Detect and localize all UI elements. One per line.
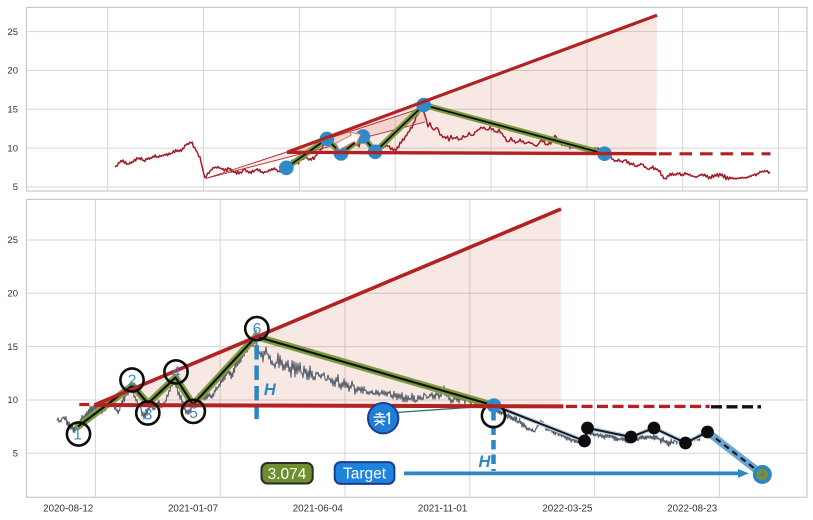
svg-text:15: 15 [7,105,18,116]
svg-text:20: 20 [7,289,18,300]
svg-text:2022-03-25: 2022-03-25 [542,504,593,515]
svg-text:3: 3 [144,407,153,424]
svg-text:2022-08-23: 2022-08-23 [667,504,718,515]
svg-text:3.074: 3.074 [268,466,307,483]
svg-text:5: 5 [13,449,18,460]
svg-text:15: 15 [7,342,18,353]
svg-text:20: 20 [7,66,18,77]
svg-text:2020-08-12: 2020-08-12 [43,504,93,515]
svg-text:1: 1 [73,427,82,444]
svg-text:10: 10 [7,395,18,406]
svg-text:5: 5 [189,405,198,422]
svg-text:2: 2 [128,373,137,390]
svg-text:H: H [264,381,277,399]
svg-text:H: H [478,453,491,471]
svg-text:10: 10 [7,143,18,154]
svg-text:2021-11-01: 2021-11-01 [418,504,467,515]
svg-text:25: 25 [7,27,18,38]
svg-text:4: 4 [172,365,181,382]
svg-text:Target: Target [343,466,387,483]
svg-text:5: 5 [13,182,18,193]
svg-text:2021-01-07: 2021-01-07 [168,504,218,515]
svg-text:2021-06-04: 2021-06-04 [293,504,344,515]
svg-text:6: 6 [253,321,262,338]
svg-text:25: 25 [7,235,18,246]
